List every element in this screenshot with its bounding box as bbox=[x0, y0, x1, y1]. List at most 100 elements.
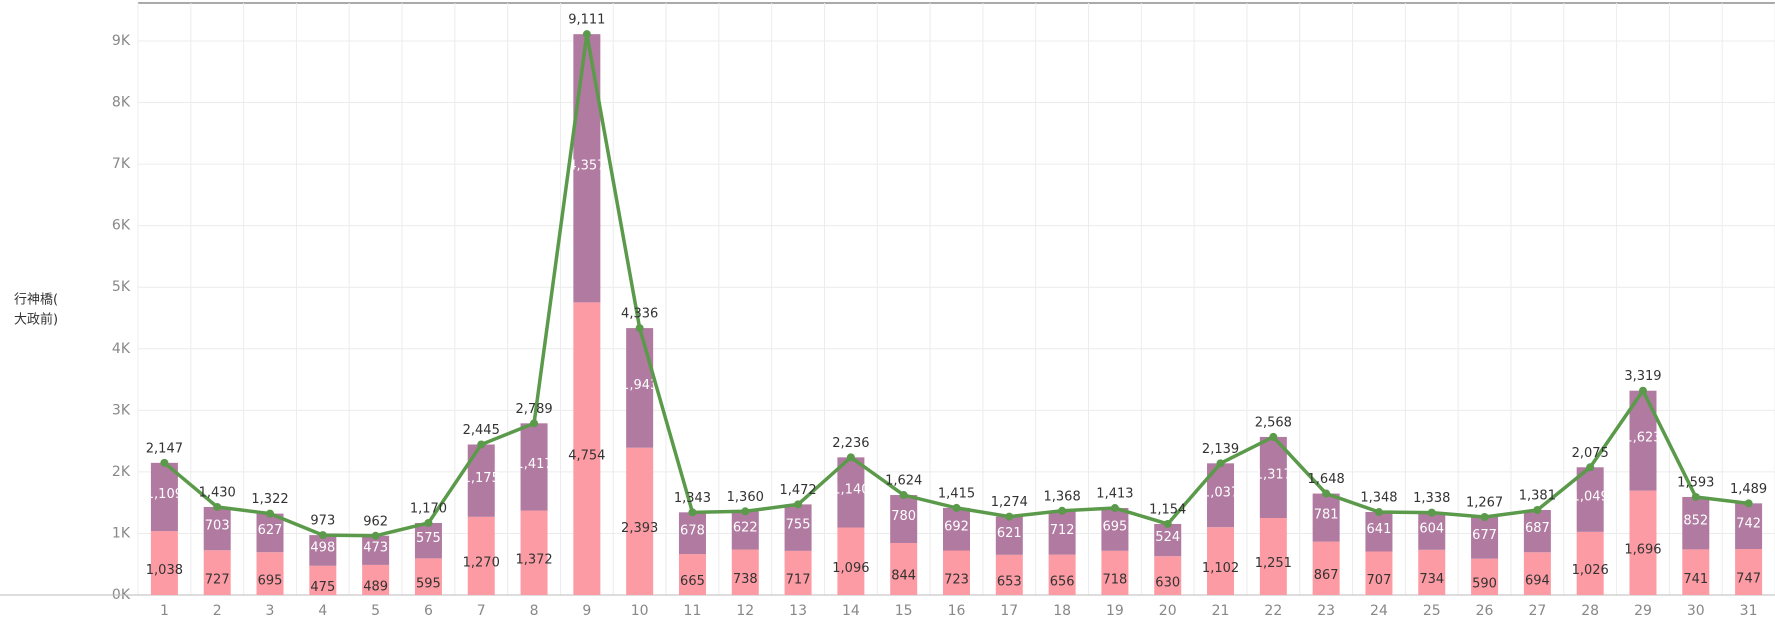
bar-segment bbox=[626, 328, 654, 448]
bar-segment bbox=[731, 511, 759, 550]
total-label: 1,593 bbox=[1677, 475, 1714, 490]
bar-segment bbox=[678, 554, 706, 595]
y-tick-label: 1K bbox=[112, 525, 131, 541]
line-point bbox=[424, 518, 433, 527]
bar-segment bbox=[1048, 510, 1076, 555]
value-label: 2,393 bbox=[621, 521, 658, 536]
value-label: 755 bbox=[786, 518, 811, 533]
y-tick-label: 7K bbox=[112, 156, 131, 172]
x-tick-label: 3 bbox=[266, 603, 275, 619]
x-tick-label: 1 bbox=[160, 603, 169, 619]
value-label: 653 bbox=[997, 575, 1022, 590]
bar-segment bbox=[1101, 508, 1129, 551]
value-label: 727 bbox=[205, 572, 230, 587]
line-point bbox=[1374, 508, 1383, 517]
value-label: 1,109 bbox=[146, 487, 183, 502]
line-point bbox=[1691, 492, 1700, 501]
total-label: 2,147 bbox=[146, 441, 183, 456]
bar-segment bbox=[150, 531, 178, 595]
x-tick-label: 29 bbox=[1634, 603, 1652, 619]
y-tick-label: 3K bbox=[112, 402, 131, 418]
value-label: 475 bbox=[310, 580, 335, 595]
value-label: 844 bbox=[891, 569, 916, 584]
x-tick-label: 18 bbox=[1053, 603, 1071, 619]
line-point bbox=[1005, 512, 1014, 521]
y-tick-label: 2K bbox=[112, 464, 131, 480]
value-label: 694 bbox=[1525, 573, 1550, 588]
bar-segment bbox=[309, 535, 337, 566]
total-label: 1,648 bbox=[1308, 472, 1345, 487]
x-tick-label: 13 bbox=[789, 603, 807, 619]
bar-segment bbox=[1154, 523, 1182, 557]
value-label: 1,251 bbox=[1255, 556, 1292, 571]
value-label: 1,096 bbox=[832, 561, 869, 576]
total-label: 2,139 bbox=[1202, 442, 1239, 457]
line-point bbox=[213, 502, 222, 511]
x-tick-label: 5 bbox=[371, 603, 380, 619]
total-label: 2,568 bbox=[1255, 415, 1292, 430]
bar-segment bbox=[1259, 436, 1287, 518]
value-label: 717 bbox=[786, 573, 811, 588]
x-tick-label: 23 bbox=[1317, 603, 1335, 619]
value-label: 656 bbox=[1050, 575, 1075, 590]
line-point bbox=[1586, 463, 1595, 472]
value-label: 734 bbox=[1419, 572, 1444, 587]
total-label: 1,170 bbox=[410, 501, 447, 516]
bar-segment bbox=[256, 513, 284, 553]
y-tick-label: 8K bbox=[112, 95, 131, 111]
x-tick-label: 25 bbox=[1423, 603, 1441, 619]
line-point bbox=[1110, 504, 1119, 513]
total-label: 9,111 bbox=[568, 13, 605, 28]
total-label: 962 bbox=[363, 514, 388, 529]
y-tick-label: 9K bbox=[112, 33, 131, 49]
line-point bbox=[371, 531, 380, 540]
line-point bbox=[1744, 499, 1753, 508]
bar-segment bbox=[1365, 551, 1393, 595]
value-label: 622 bbox=[733, 521, 758, 536]
bar-segment bbox=[1101, 550, 1129, 595]
value-label: 692 bbox=[944, 519, 969, 534]
bar-segment bbox=[1523, 552, 1551, 595]
value-label: 712 bbox=[1050, 523, 1075, 538]
bar-segment bbox=[995, 554, 1023, 595]
value-label: 665 bbox=[680, 574, 705, 589]
value-label: 575 bbox=[416, 531, 441, 546]
x-tick-label: 31 bbox=[1740, 603, 1758, 619]
y-tick-label: 6K bbox=[112, 218, 131, 234]
bar-segment bbox=[731, 549, 759, 595]
total-label: 3,319 bbox=[1624, 369, 1661, 384]
bar-segment bbox=[467, 516, 495, 595]
value-label: 1,417 bbox=[515, 457, 552, 472]
x-tick-label: 22 bbox=[1264, 603, 1282, 619]
value-label: 473 bbox=[363, 540, 388, 555]
bar-segment bbox=[256, 552, 284, 595]
bar-segment bbox=[1735, 503, 1763, 550]
bar-segment bbox=[414, 558, 442, 595]
line-point bbox=[1163, 519, 1172, 528]
line-point bbox=[1533, 505, 1542, 514]
line-point bbox=[899, 491, 908, 500]
bar-segment bbox=[203, 550, 231, 595]
bar-segment bbox=[1154, 556, 1182, 595]
bar-segment bbox=[1629, 490, 1657, 595]
bar-segment bbox=[890, 543, 918, 595]
value-label: 604 bbox=[1419, 521, 1444, 536]
value-label: 1,943 bbox=[621, 378, 658, 393]
line-point bbox=[582, 30, 591, 39]
bar-segment bbox=[203, 506, 231, 551]
total-label: 4,336 bbox=[621, 307, 658, 322]
bar-segment bbox=[1259, 517, 1287, 595]
x-tick-label: 6 bbox=[424, 603, 433, 619]
bar-segment bbox=[1682, 549, 1710, 595]
value-label: 1,140 bbox=[832, 483, 869, 498]
x-tick-label: 11 bbox=[684, 603, 702, 619]
value-label: 1,026 bbox=[1572, 563, 1609, 578]
y-tick-label: 5K bbox=[112, 279, 131, 295]
bar-segment bbox=[520, 510, 548, 595]
bar-segment bbox=[1418, 512, 1446, 550]
x-tick-label: 30 bbox=[1687, 603, 1705, 619]
value-label: 4,357 bbox=[568, 158, 605, 173]
bar-segment bbox=[150, 462, 178, 532]
bar-segment bbox=[1048, 554, 1076, 595]
